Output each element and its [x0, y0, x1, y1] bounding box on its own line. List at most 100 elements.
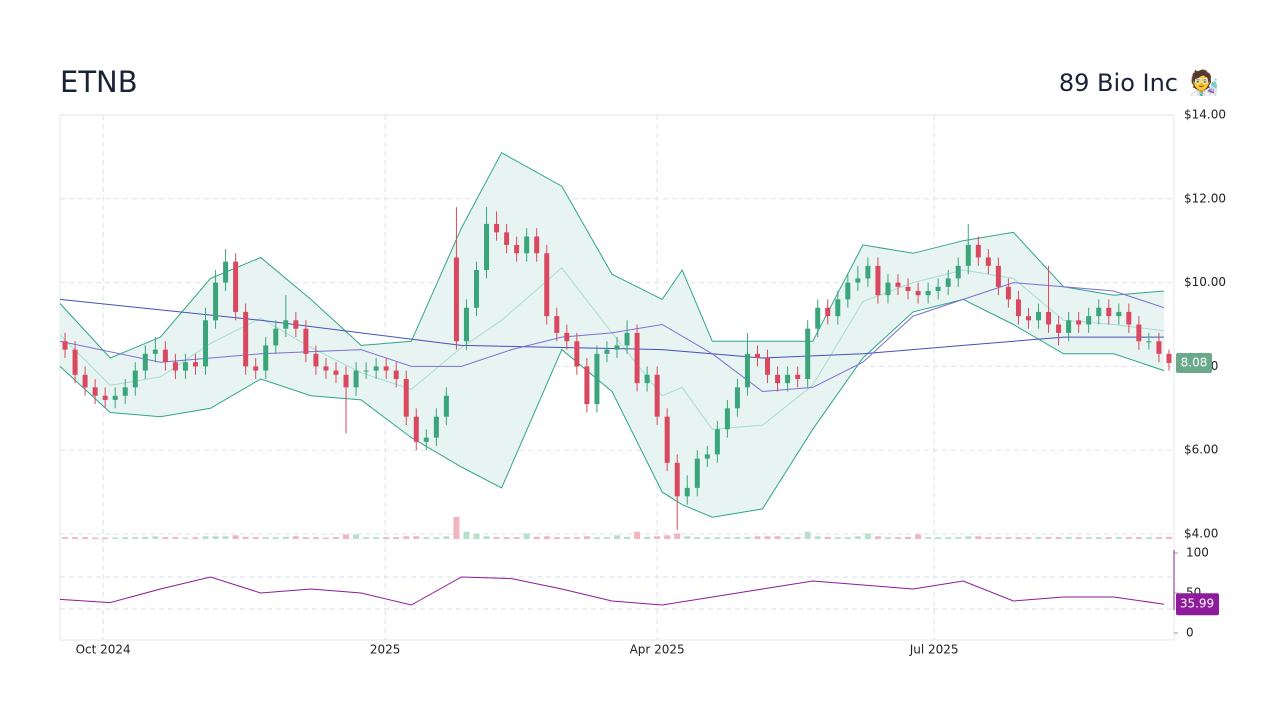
candle-body — [835, 299, 841, 317]
volume-bar — [714, 537, 721, 539]
candle-body — [594, 353, 600, 405]
candle-body — [805, 328, 811, 379]
volume-bar — [864, 533, 871, 539]
volume-bar — [282, 536, 289, 539]
volume-bar — [453, 517, 460, 539]
volume-bar — [624, 536, 631, 539]
volume-bar — [423, 537, 430, 539]
candle-body — [795, 374, 801, 379]
candle-body — [203, 320, 209, 367]
volume-bar — [724, 537, 731, 539]
candle-body — [152, 349, 158, 354]
volume-bar — [72, 537, 79, 539]
candle-body — [995, 265, 1001, 287]
candle-body — [614, 345, 620, 350]
volume-bar — [754, 536, 761, 539]
rsi-tick-label: 0 — [1186, 626, 1194, 640]
volume-bar — [403, 536, 410, 539]
candle-body — [674, 462, 680, 497]
volume-bar — [363, 537, 370, 539]
candle-body — [514, 244, 520, 254]
volume-bar — [975, 536, 982, 539]
volume-bar — [1075, 537, 1082, 539]
volume-bar — [493, 537, 500, 539]
volume-bar — [332, 537, 339, 539]
volume-bar — [874, 536, 881, 539]
rsi-last-label: 35.99 — [1180, 597, 1214, 611]
candle-body — [1066, 320, 1072, 333]
y-tick-label: $4.00 — [1184, 527, 1218, 541]
candle-body — [755, 353, 761, 359]
candle-body — [564, 332, 570, 342]
candle-body — [484, 223, 490, 271]
candle-body — [253, 366, 259, 371]
volume-bar — [1005, 537, 1012, 539]
candle-body — [233, 261, 239, 312]
candle-body — [704, 454, 710, 459]
volume-bar — [152, 536, 159, 539]
band-fill — [60, 152, 1164, 518]
candle-body — [213, 282, 219, 321]
volume-bar — [82, 537, 89, 539]
volume-bar — [985, 537, 992, 539]
volume-bar — [1165, 536, 1172, 539]
candle-body — [875, 265, 881, 296]
volume-bar — [1025, 537, 1032, 539]
candle-body — [433, 416, 439, 438]
volume-bar — [513, 537, 520, 539]
candle-body — [82, 374, 88, 388]
candle-body — [634, 332, 640, 384]
volume-bar — [202, 536, 209, 539]
candle-body — [985, 257, 991, 266]
candle-body — [132, 370, 138, 388]
candle-body — [62, 341, 68, 350]
candle-body — [935, 286, 941, 291]
volume-bar — [212, 536, 219, 539]
candle-body — [925, 290, 931, 296]
volume-bar — [232, 535, 239, 539]
volume-bar — [302, 537, 309, 539]
candle-body — [785, 374, 791, 384]
candle-body — [1146, 341, 1152, 343]
plot-border — [59, 114, 1175, 641]
candle-body — [243, 311, 249, 367]
candle-body — [273, 328, 279, 346]
volume-bar — [603, 537, 610, 539]
volume-bar — [262, 537, 269, 539]
volume-bar — [312, 537, 319, 539]
volume-bar — [684, 536, 691, 539]
volume-bar — [92, 537, 99, 539]
volume-bar — [553, 537, 560, 539]
volume-bar — [844, 537, 851, 539]
candle-body — [584, 366, 590, 405]
company-name: 89 Bio Inc — [1059, 69, 1178, 97]
icon: 🧑‍🔬 — [1189, 68, 1219, 97]
x-tick-label: 2025 — [370, 643, 401, 657]
volume-bar — [634, 531, 641, 539]
volume-bar — [905, 536, 912, 539]
volume-bar — [583, 536, 590, 539]
candle-body — [423, 437, 429, 442]
volume-bar — [674, 533, 681, 539]
volume-bar — [654, 536, 661, 539]
volume-bar — [1105, 537, 1112, 539]
candle-body — [1106, 307, 1112, 317]
volume-bar — [413, 536, 420, 539]
volume-bar — [694, 537, 701, 539]
volume-bar — [965, 536, 972, 539]
volume-bar — [1155, 537, 1162, 539]
y-tick-label: $12.00 — [1184, 191, 1226, 205]
candle-body — [1116, 311, 1122, 317]
volume-bar — [1015, 537, 1022, 539]
volume-bar — [925, 537, 932, 539]
volume-bar — [854, 536, 861, 539]
candle-body — [333, 370, 339, 375]
candle-body — [915, 290, 921, 296]
x-tick-label: Oct 2024 — [76, 643, 131, 657]
candle-body — [92, 387, 98, 396]
volume-bar — [373, 537, 380, 539]
volume-bar — [443, 536, 450, 539]
volume-bar — [794, 537, 801, 539]
candle-body — [955, 265, 961, 279]
volume-bar — [1065, 536, 1072, 539]
